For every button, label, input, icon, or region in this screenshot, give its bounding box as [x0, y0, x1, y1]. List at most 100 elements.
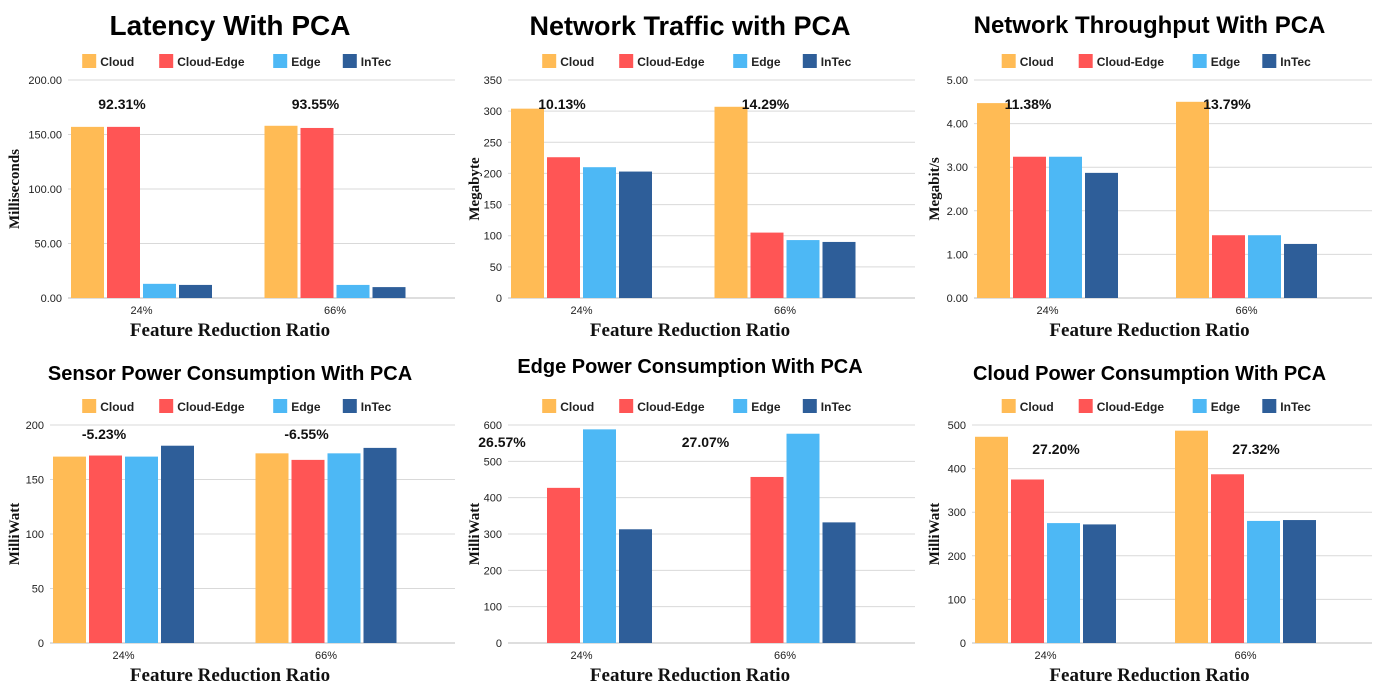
bar-edge-66: [1247, 520, 1280, 643]
improvement-label: 10.13%: [538, 96, 586, 112]
bar-edge-24: [583, 167, 616, 298]
legend-swatch-cloud-edge: [1078, 399, 1093, 413]
bar-edge-24: [125, 456, 158, 643]
x-tick-label: 66%: [774, 650, 796, 662]
legend: Cloud Cloud-Edge Edge InTec: [82, 399, 392, 414]
bar-intec-24: [1085, 172, 1118, 298]
x-tick-label: 66%: [1234, 650, 1256, 662]
y-tick-label: 100: [484, 231, 502, 243]
y-tick-label: 150: [484, 200, 502, 212]
x-tick-label: 66%: [1235, 305, 1257, 317]
improvement-label: 27.32%: [1232, 441, 1280, 457]
chart-title: Network Traffic with PCA: [529, 11, 850, 41]
bar-cloud-66: [714, 106, 748, 298]
bar-intec-24: [179, 284, 212, 298]
bar-cloud-66: [264, 125, 298, 298]
legend-swatch-intec: [1262, 54, 1277, 68]
x-tick-label: 24%: [1034, 650, 1056, 662]
legend-label-intec: InTec: [821, 55, 852, 69]
bar-cloud-edge-66: [1211, 474, 1244, 643]
legend-label-intec: InTec: [361, 400, 392, 414]
y-axis-label: Megabit/s: [927, 157, 943, 220]
x-axis-label: Feature Reduction Ratio: [130, 665, 330, 686]
legend-swatch-edge: [273, 399, 288, 413]
y-axis-label: MilliWatt: [7, 503, 23, 566]
bar-intec-66: [1284, 243, 1317, 298]
chart-title: Latency With PCA: [110, 10, 351, 41]
x-tick-label: 66%: [774, 305, 796, 317]
bar-cloud-24: [977, 103, 1010, 298]
legend-label-cloud-edge: Cloud-Edge: [177, 400, 245, 414]
y-tick-label: 300: [948, 507, 966, 519]
legend-label-cloud: Cloud: [560, 400, 594, 414]
y-tick-label: 600: [484, 420, 502, 432]
y-tick-label: 50: [32, 584, 44, 596]
improvement-label: 27.20%: [1032, 441, 1080, 457]
bar-cloud-edge-24: [547, 487, 580, 643]
bar-cloud-edge-66: [750, 232, 784, 298]
bar-intec-66: [363, 447, 397, 643]
bar-intec-24: [619, 171, 652, 298]
legend-label-cloud: Cloud: [100, 400, 134, 414]
bar-cloud-24: [53, 456, 86, 643]
legend-swatch-cloud-edge: [1078, 54, 1093, 68]
bar-edge-66: [786, 433, 820, 643]
legend-swatch-intec: [342, 54, 357, 68]
x-tick-label: 24%: [1036, 305, 1058, 317]
legend-label-cloud-edge: Cloud-Edge: [637, 55, 705, 69]
y-tick-label: 3.00: [947, 162, 968, 174]
improvement-label: 93.55%: [292, 96, 340, 112]
legend-label-edge: Edge: [751, 55, 781, 69]
legend: Cloud Cloud-Edge Edge InTec: [542, 54, 852, 69]
legend: Cloud Cloud-Edge Edge InTec: [542, 399, 852, 414]
legend-swatch-intec: [802, 54, 817, 68]
legend: Cloud Cloud-Edge Edge InTec: [1001, 399, 1311, 414]
bar-intec-66: [822, 522, 856, 643]
y-tick-label: 50: [490, 262, 502, 274]
improvement-label: -5.23%: [82, 426, 127, 442]
bar-edge-66: [327, 453, 361, 643]
legend-label-intec: InTec: [1280, 400, 1311, 414]
bar-cloud-edge-24: [107, 126, 140, 299]
legend-label-cloud: Cloud: [560, 55, 594, 69]
y-tick-label: 250: [484, 137, 502, 149]
x-tick-label: 66%: [315, 650, 337, 662]
y-tick-label: 500: [484, 456, 502, 468]
legend: Cloud Cloud-Edge Edge InTec: [82, 54, 392, 69]
bar-edge-24: [583, 429, 616, 643]
bar-cloud-66: [1176, 101, 1209, 298]
legend-swatch-intec: [1262, 399, 1277, 413]
legend-label-cloud-edge: Cloud-Edge: [637, 400, 705, 414]
bar-cloud-24: [511, 108, 544, 298]
bar-cloud-edge-24: [1011, 479, 1044, 643]
y-tick-label: 100.00: [28, 184, 62, 196]
bar-intec-66: [822, 241, 856, 298]
bar-edge-66: [1248, 235, 1281, 298]
y-tick-label: 350: [484, 75, 502, 87]
legend-swatch-cloud: [1001, 399, 1016, 413]
legend-swatch-edge: [733, 399, 748, 413]
legend-label-intec: InTec: [361, 55, 392, 69]
bar-cloud-24: [975, 436, 1008, 643]
y-tick-label: 150.00: [28, 130, 62, 142]
y-tick-label: 0: [496, 638, 502, 650]
legend-swatch-cloud: [542, 54, 557, 68]
y-axis-label: Megabyte: [467, 157, 483, 221]
legend-label-cloud: Cloud: [100, 55, 134, 69]
bar-intec-66: [1283, 520, 1316, 643]
legend-swatch-cloud: [82, 399, 97, 413]
y-tick-label: 5.00: [947, 75, 968, 87]
y-tick-label: 200: [26, 420, 44, 432]
chart-title: Edge Power Consumption With PCA: [517, 356, 862, 378]
y-tick-label: 0: [496, 293, 502, 305]
bar-edge-24: [1047, 523, 1080, 643]
y-tick-label: 0.00: [41, 293, 62, 305]
bar-edge-66: [786, 240, 820, 298]
legend-swatch-intec: [342, 399, 357, 413]
improvement-label: 92.31%: [98, 96, 146, 112]
bar-cloud-edge-24: [1013, 156, 1046, 298]
bar-edge-66: [336, 284, 370, 298]
